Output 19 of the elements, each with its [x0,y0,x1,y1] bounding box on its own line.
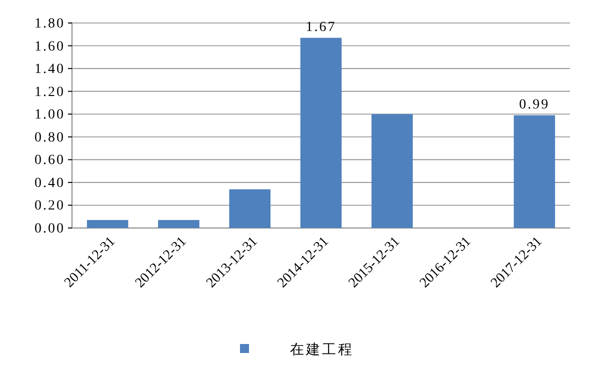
bar [514,115,556,228]
y-tick-label: 0.40 [34,176,65,191]
text: 在建工程 [290,342,354,358]
y-tick-label: 1.20 [34,84,65,100]
data-label: 0.99 [519,97,550,112]
y-tick-label: 0.80 [34,130,65,146]
y-tick-label: 0.00 [34,221,65,236]
y-tick-label: 0.60 [34,153,65,168]
y-tick-label: 0.20 [34,198,65,214]
data-label: 1.67 [306,20,336,35]
bar [300,38,342,228]
bar [86,220,128,228]
bar [158,220,200,228]
bar [372,114,413,228]
bar [229,189,270,228]
y-tick-label: 1.60 [34,39,65,54]
y-tick-label: 1.00 [34,108,65,123]
y-tick-label: 1.40 [34,62,65,78]
y-tick-label: 1.80 [34,16,65,32]
